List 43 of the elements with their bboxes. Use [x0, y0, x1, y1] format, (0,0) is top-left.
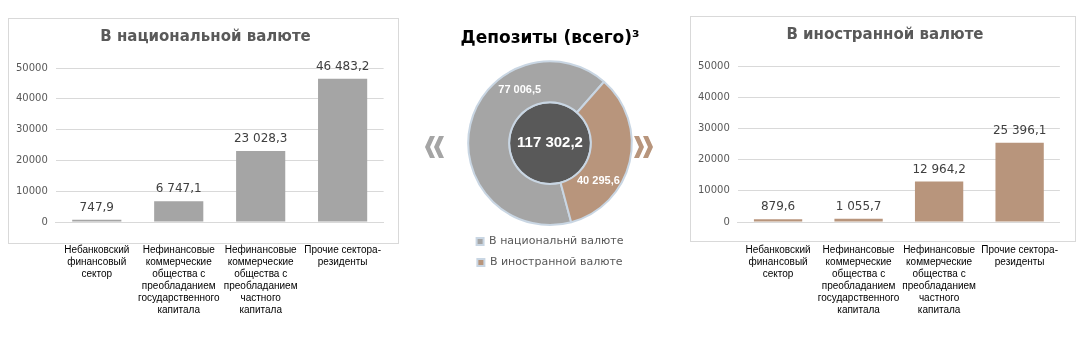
data-label: 879,6: [760, 199, 796, 214]
data-label: 40 295,6: [577, 173, 620, 186]
y-tick-label: 40000: [698, 90, 730, 102]
bar: [318, 78, 368, 222]
data-label: 46 483,2: [315, 58, 370, 73]
legend-label: В национальнй валюте: [489, 234, 624, 248]
y-tick-label: 0: [723, 215, 730, 227]
chart-title: Депозиты (всего)³: [460, 26, 640, 47]
y-tick-label: 10000: [16, 184, 48, 196]
data-label: 6 747,1: [155, 181, 202, 196]
y-tick-label: 30000: [16, 123, 48, 135]
y-tick-label: 10000: [698, 184, 730, 196]
y-tick-label: 30000: [698, 121, 730, 133]
text: 117 302,2: [517, 133, 583, 151]
y-tick-label: 20000: [16, 153, 48, 165]
bar: [995, 142, 1044, 222]
x-tick-label: Нефинансовые коммерческие общества с преобладанием государственного капитала: [817, 243, 900, 315]
x-tick-label: Нефинансовые коммерческие общества с преобладанием частного капитала: [223, 243, 298, 315]
x-tick-label: Нефинансовые коммерческие общества с преобладанием частного капитала: [902, 243, 977, 315]
x-tick-label: Прочие сектора-резиденты: [304, 243, 381, 267]
bar: [154, 201, 204, 222]
bar: [914, 181, 964, 222]
x-tick-label: Прочие сектора-резиденты: [981, 243, 1058, 267]
data-label: 77 006,5: [498, 82, 542, 95]
x-tick-label: Небанковский финансовый сектор: [745, 243, 811, 279]
bar: [834, 218, 883, 222]
data-label: 23 028,3: [233, 131, 288, 146]
chart-title: В национальной валюте: [100, 26, 311, 45]
y-tick-label: 0: [41, 215, 48, 227]
legend-label: В иностранной валюте: [489, 255, 623, 269]
x-tick-label: Небанковский финансовый сектор: [64, 243, 130, 279]
y-tick-label: 40000: [16, 92, 48, 104]
data-label: 1 055,7: [835, 198, 882, 213]
y-tick-label: 50000: [698, 59, 730, 71]
data-label: 12 964,2: [912, 161, 966, 176]
y-tick-label: 50000: [16, 61, 48, 73]
bar: [753, 219, 803, 222]
data-label: 747,9: [79, 199, 114, 214]
y-tick-label: 20000: [698, 153, 730, 165]
x-tick-label: Нефинансовые коммерческие общества с преобладанием государственного капитала: [137, 243, 220, 315]
bar: [236, 151, 286, 222]
data-label: 25 396,1: [992, 122, 1047, 137]
chart-title: В иностранной валюте: [786, 24, 984, 43]
